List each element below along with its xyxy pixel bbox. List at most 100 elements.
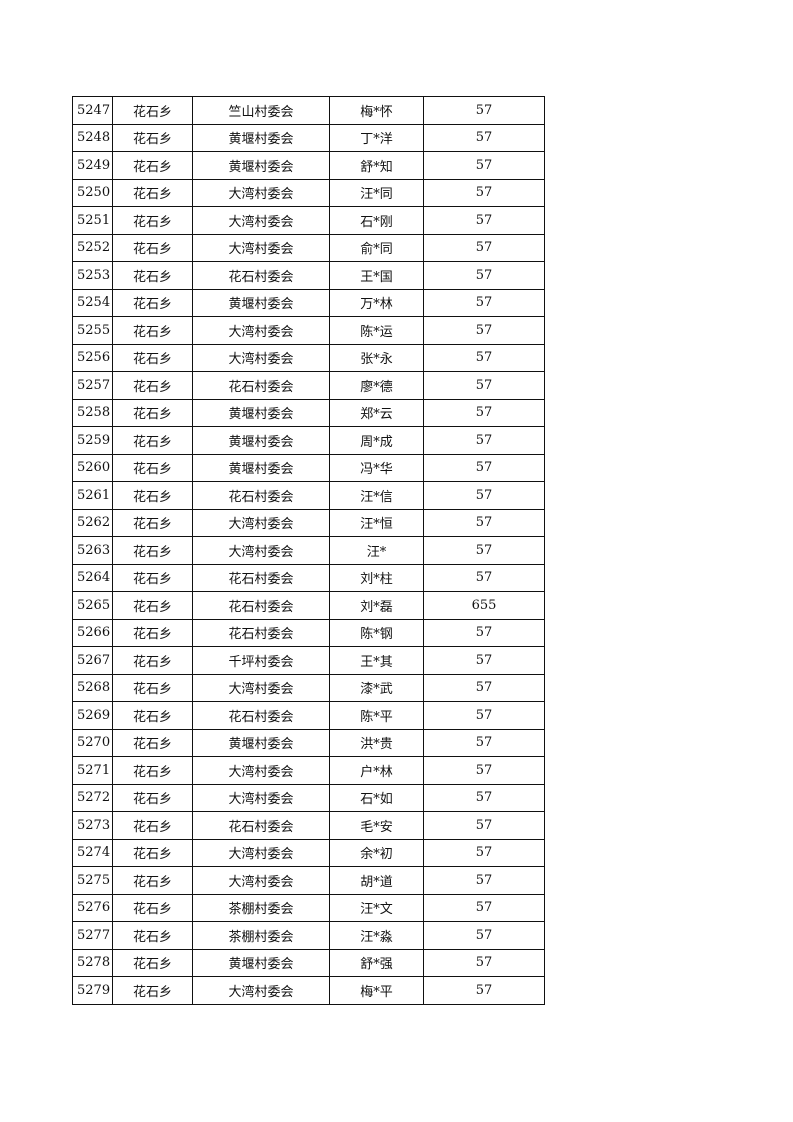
row-number-cell: 5270 xyxy=(72,728,113,757)
table-row: 5256 花石乡 大湾村委会 张*永 57 xyxy=(72,343,545,372)
village-committee-cell: 黄堰村委会 xyxy=(192,728,330,757)
row-number-cell: 5248 xyxy=(72,123,113,152)
table-row: 5260 花石乡 黄堰村委会 冯*华 57 xyxy=(72,453,545,482)
village-committee-cell: 花石村委会 xyxy=(192,371,330,400)
person-name-cell: 万*林 xyxy=(329,288,424,317)
township-cell: 花石乡 xyxy=(112,948,193,977)
row-number-cell: 5275 xyxy=(72,866,113,895)
table-row: 5272 花石乡 大湾村委会 石*如 57 xyxy=(72,783,545,812)
amount-cell: 57 xyxy=(423,838,545,867)
table-row: 5263 花石乡 大湾村委会 汪* 57 xyxy=(72,536,545,565)
row-number-cell: 5273 xyxy=(72,811,113,840)
person-name-cell: 陈*平 xyxy=(329,701,424,730)
village-committee-cell: 花石村委会 xyxy=(192,563,330,592)
row-number-cell: 5254 xyxy=(72,288,113,317)
village-committee-cell: 花石村委会 xyxy=(192,481,330,510)
amount-cell: 57 xyxy=(423,343,545,372)
township-cell: 花石乡 xyxy=(112,123,193,152)
table-row: 5267 花石乡 千坪村委会 王*其 57 xyxy=(72,646,545,675)
village-committee-cell: 大湾村委会 xyxy=(192,508,330,537)
amount-cell: 57 xyxy=(423,673,545,702)
table-body: 5247 花石乡 竺山村委会 梅*怀 57 5248 花石乡 黄堰村委会 丁*洋 57 5249 花石… xyxy=(72,96,545,1005)
person-name-cell: 汪*同 xyxy=(329,178,424,207)
table-row: 5271 花石乡 大湾村委会 户*林 57 xyxy=(72,756,545,785)
row-number-cell: 5251 xyxy=(72,206,113,235)
amount-cell: 57 xyxy=(423,508,545,537)
row-number-cell: 5276 xyxy=(72,893,113,922)
township-cell: 花石乡 xyxy=(112,756,193,785)
amount-cell: 57 xyxy=(423,536,545,565)
township-cell: 花石乡 xyxy=(112,893,193,922)
person-name-cell: 汪*信 xyxy=(329,481,424,510)
village-committee-cell: 茶棚村委会 xyxy=(192,921,330,950)
township-cell: 花石乡 xyxy=(112,453,193,482)
village-committee-cell: 大湾村委会 xyxy=(192,756,330,785)
amount-cell: 57 xyxy=(423,288,545,317)
table-row: 5258 花石乡 黄堰村委会 郑*云 57 xyxy=(72,398,545,427)
table-row: 5278 花石乡 黄堰村委会 舒*强 57 xyxy=(72,948,545,977)
amount-cell: 57 xyxy=(423,646,545,675)
person-name-cell: 舒*强 xyxy=(329,948,424,977)
row-number-cell: 5268 xyxy=(72,673,113,702)
village-committee-cell: 大湾村委会 xyxy=(192,316,330,345)
row-number-cell: 5278 xyxy=(72,948,113,977)
table-row: 5266 花石乡 花石村委会 陈*钢 57 xyxy=(72,618,545,647)
table-row: 5250 花石乡 大湾村委会 汪*同 57 xyxy=(72,178,545,207)
village-committee-cell: 花石村委会 xyxy=(192,811,330,840)
table-row: 5268 花石乡 大湾村委会 漆*武 57 xyxy=(72,673,545,702)
table-row: 5257 花石乡 花石村委会 廖*德 57 xyxy=(72,371,545,400)
township-cell: 花石乡 xyxy=(112,261,193,290)
township-cell: 花石乡 xyxy=(112,591,193,620)
village-committee-cell: 大湾村委会 xyxy=(192,866,330,895)
person-name-cell: 舒*知 xyxy=(329,151,424,180)
row-number-cell: 5264 xyxy=(72,563,113,592)
township-cell: 花石乡 xyxy=(112,563,193,592)
village-committee-cell: 大湾村委会 xyxy=(192,178,330,207)
row-number-cell: 5258 xyxy=(72,398,113,427)
township-cell: 花石乡 xyxy=(112,728,193,757)
row-number-cell: 5259 xyxy=(72,426,113,455)
data-table: 5247 花石乡 竺山村委会 梅*怀 57 5248 花石乡 黄堰村委会 丁*洋 57 5249 花石… xyxy=(72,96,545,1005)
row-number-cell: 5267 xyxy=(72,646,113,675)
township-cell: 花石乡 xyxy=(112,838,193,867)
person-name-cell: 户*林 xyxy=(329,756,424,785)
table-row: 5269 花石乡 花石村委会 陈*平 57 xyxy=(72,701,545,730)
village-committee-cell: 黄堰村委会 xyxy=(192,288,330,317)
amount-cell: 57 xyxy=(423,563,545,592)
table-row: 5261 花石乡 花石村委会 汪*信 57 xyxy=(72,481,545,510)
person-name-cell: 胡*道 xyxy=(329,866,424,895)
row-number-cell: 5257 xyxy=(72,371,113,400)
row-number-cell: 5271 xyxy=(72,756,113,785)
township-cell: 花石乡 xyxy=(112,701,193,730)
person-name-cell: 漆*武 xyxy=(329,673,424,702)
township-cell: 花石乡 xyxy=(112,976,193,1005)
row-number-cell: 5255 xyxy=(72,316,113,345)
township-cell: 花石乡 xyxy=(112,783,193,812)
amount-cell: 57 xyxy=(423,96,545,125)
table-row: 5252 花石乡 大湾村委会 俞*同 57 xyxy=(72,233,545,262)
amount-cell: 57 xyxy=(423,206,545,235)
row-number-cell: 5265 xyxy=(72,591,113,620)
amount-cell: 57 xyxy=(423,948,545,977)
amount-cell: 57 xyxy=(423,123,545,152)
township-cell: 花石乡 xyxy=(112,426,193,455)
village-committee-cell: 大湾村委会 xyxy=(192,233,330,262)
person-name-cell: 汪* xyxy=(329,536,424,565)
amount-cell: 57 xyxy=(423,371,545,400)
person-name-cell: 丁*洋 xyxy=(329,123,424,152)
township-cell: 花石乡 xyxy=(112,206,193,235)
amount-cell: 57 xyxy=(423,481,545,510)
village-committee-cell: 大湾村委会 xyxy=(192,783,330,812)
township-cell: 花石乡 xyxy=(112,151,193,180)
person-name-cell: 毛*安 xyxy=(329,811,424,840)
village-committee-cell: 竺山村委会 xyxy=(192,96,330,125)
amount-cell: 57 xyxy=(423,151,545,180)
amount-cell: 57 xyxy=(423,893,545,922)
amount-cell: 57 xyxy=(423,921,545,950)
table-row: 5277 花石乡 茶棚村委会 汪*淼 57 xyxy=(72,921,545,950)
township-cell: 花石乡 xyxy=(112,811,193,840)
person-name-cell: 梅*怀 xyxy=(329,96,424,125)
table-row: 5251 花石乡 大湾村委会 石*刚 57 xyxy=(72,206,545,235)
person-name-cell: 陈*运 xyxy=(329,316,424,345)
row-number-cell: 5266 xyxy=(72,618,113,647)
